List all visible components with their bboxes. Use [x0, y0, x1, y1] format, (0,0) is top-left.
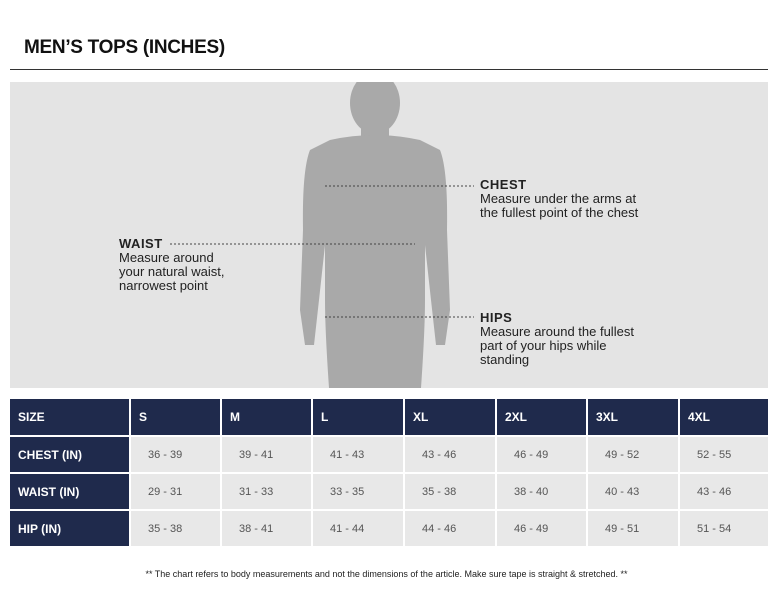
table-cell: 38 - 41: [222, 511, 311, 546]
annotation-text: your natural waist,: [119, 264, 225, 279]
table-cell: 49 - 52: [588, 437, 678, 472]
column-header: 3XL: [588, 399, 678, 435]
table-cell: 33 - 35: [313, 474, 403, 509]
table-cell: 31 - 33: [222, 474, 311, 509]
table-cell: 38 - 40: [497, 474, 586, 509]
table-cell: 46 - 49: [497, 511, 586, 546]
annotation-text: Measure around: [119, 250, 214, 265]
column-header: L: [313, 399, 403, 435]
annotation: WAIST Measure around your natural waist, na…: [119, 237, 225, 293]
annotation-text: narrowest point: [119, 278, 208, 293]
column-header: 2XL: [497, 399, 586, 435]
table-cell: 41 - 43: [313, 437, 403, 472]
column-header: XL: [405, 399, 495, 435]
table-cell: 44 - 46: [405, 511, 495, 546]
column-header: S: [131, 399, 220, 435]
annotation: HIPS Measure around the fullest part of yo…: [480, 311, 634, 367]
table-cell: 51 - 54: [680, 511, 768, 546]
annotation-title: WAIST: [119, 236, 163, 251]
annotation-text: Measure under the arms at: [480, 191, 637, 206]
row-header: WAIST (IN): [10, 474, 129, 509]
table-cell: 39 - 41: [222, 437, 311, 472]
row-header: CHEST (IN): [10, 437, 129, 472]
figure-panel: [10, 82, 768, 388]
table-cell: 46 - 49: [497, 437, 586, 472]
table-cell: 36 - 39: [131, 437, 220, 472]
silhouette: [170, 82, 474, 388]
row-header: HIP (IN): [10, 511, 129, 546]
divider: [10, 69, 768, 70]
annotation-text: standing: [480, 352, 530, 367]
table-cell: 29 - 31: [131, 474, 220, 509]
table-cell: 35 - 38: [131, 511, 220, 546]
annotation-text: the fullest point of the chest: [480, 205, 639, 220]
table-cell: 40 - 43: [588, 474, 678, 509]
table-cell: 43 - 46: [680, 474, 768, 509]
table-cell: 52 - 55: [680, 437, 768, 472]
annotation-title: HIPS: [480, 310, 513, 325]
annotation-text: part of your hips while: [480, 338, 607, 353]
annotation-title: CHEST: [480, 177, 527, 192]
table-cell: 43 - 46: [405, 437, 495, 472]
table-cell: 35 - 38: [405, 474, 495, 509]
annotation-text: Measure around the fullest: [480, 324, 634, 339]
column-header: M: [222, 399, 311, 435]
table-cell: 49 - 51: [588, 511, 678, 546]
column-header: 4XL: [680, 399, 768, 435]
column-header: SIZE: [10, 399, 129, 435]
page-title: MEN’S TOPS (INCHES): [24, 37, 225, 58]
table-cell: 41 - 44: [313, 511, 403, 546]
annotation: CHEST Measure under the arms at the fulles…: [480, 178, 638, 220]
footnote: ** The chart refers to body measurements…: [145, 569, 628, 579]
